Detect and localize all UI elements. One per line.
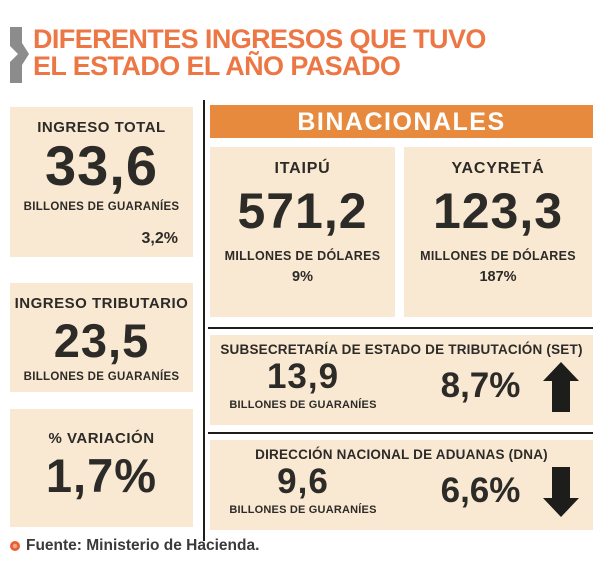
agency-percent: 8,7% (440, 366, 521, 405)
panel-label: % VARIACIÓN (48, 430, 155, 447)
entity-unit: MILLONES DE DÓLARES (420, 249, 576, 263)
panel-unit: BILLONES DE GUARANÍES (23, 201, 180, 213)
page-title: DIFERENTES INGRESOS QUE TUVO EL ESTADO E… (33, 26, 486, 80)
agency-unit: BILLONES DE GUARANÍES (229, 399, 377, 411)
binacionales-banner: BINACIONALES (210, 105, 593, 138)
panel-label: INGRESO TOTAL (37, 119, 166, 136)
variacion-panel: % VARIACIÓN 1,7% (10, 409, 193, 527)
entity-name: YACYRETÁ (451, 160, 545, 177)
title-line-2: EL ESTADO EL AÑO PASADO (33, 51, 401, 81)
ingreso-tributario-panel: INGRESO TRIBUTARIO 23,5 BILLONES DE GUAR… (10, 283, 193, 392)
source-note: Fuente: Ministerio de Hacienda. (10, 537, 259, 555)
panel-unit: BILLONES DE GUARANÍES (23, 371, 180, 383)
agency-percent: 6,6% (440, 471, 521, 510)
source-text: Fuente: Ministerio de Hacienda. (26, 537, 260, 554)
panel-value: 33,6 (45, 134, 158, 197)
dna-panel: DIRECCIÓN NACIONAL DE ADUANAS (DNA) 9,6 … (210, 440, 593, 530)
panel-percent: 3,2% (141, 230, 178, 247)
entity-percent: 187% (479, 269, 517, 285)
agency-value: 13,9 (266, 357, 340, 396)
column-divider (203, 100, 205, 541)
panel-label: INGRESO TRIBUTARIO (14, 295, 189, 312)
brand-mark-icon (10, 27, 29, 83)
agency-name: DIRECCIÓN NACIONAL DE ADUANAS (DNA) (255, 447, 548, 462)
entity-name: ITAIPÚ (274, 160, 331, 177)
down-arrow-icon (543, 467, 579, 517)
panel-value: 1,7% (45, 449, 158, 502)
rule-above-set (208, 327, 593, 329)
agency-name: SUBSECRETARÍA DE ESTADO DE TRIBUTACIÓN (… (220, 342, 583, 357)
ingreso-total-panel: INGRESO TOTAL 33,6 BILLONES DE GUARANÍES… (10, 107, 193, 257)
entity-unit: MILLONES DE DÓLARES (224, 249, 381, 263)
source-bullet-icon (10, 541, 20, 551)
title-line-1: DIFERENTES INGRESOS QUE TUVO (33, 24, 486, 54)
up-arrow-icon (543, 362, 579, 412)
agency-unit: BILLONES DE GUARANÍES (229, 504, 377, 516)
entity-percent: 9% (292, 269, 313, 285)
rule-above-dna (208, 432, 593, 434)
panel-value: 23,5 (53, 314, 150, 367)
entity-value: 571,2 (237, 183, 368, 239)
yacyreta-panel: YACYRETÁ 123,3 MILLONES DE DÓLARES 187% (404, 147, 592, 317)
entity-value: 123,3 (432, 183, 564, 239)
itaipu-panel: ITAIPÚ 571,2 MILLONES DE DÓLARES 9% (210, 147, 395, 317)
set-panel: SUBSECRETARÍA DE ESTADO DE TRIBUTACIÓN (… (210, 335, 593, 425)
agency-value: 9,6 (277, 462, 329, 501)
